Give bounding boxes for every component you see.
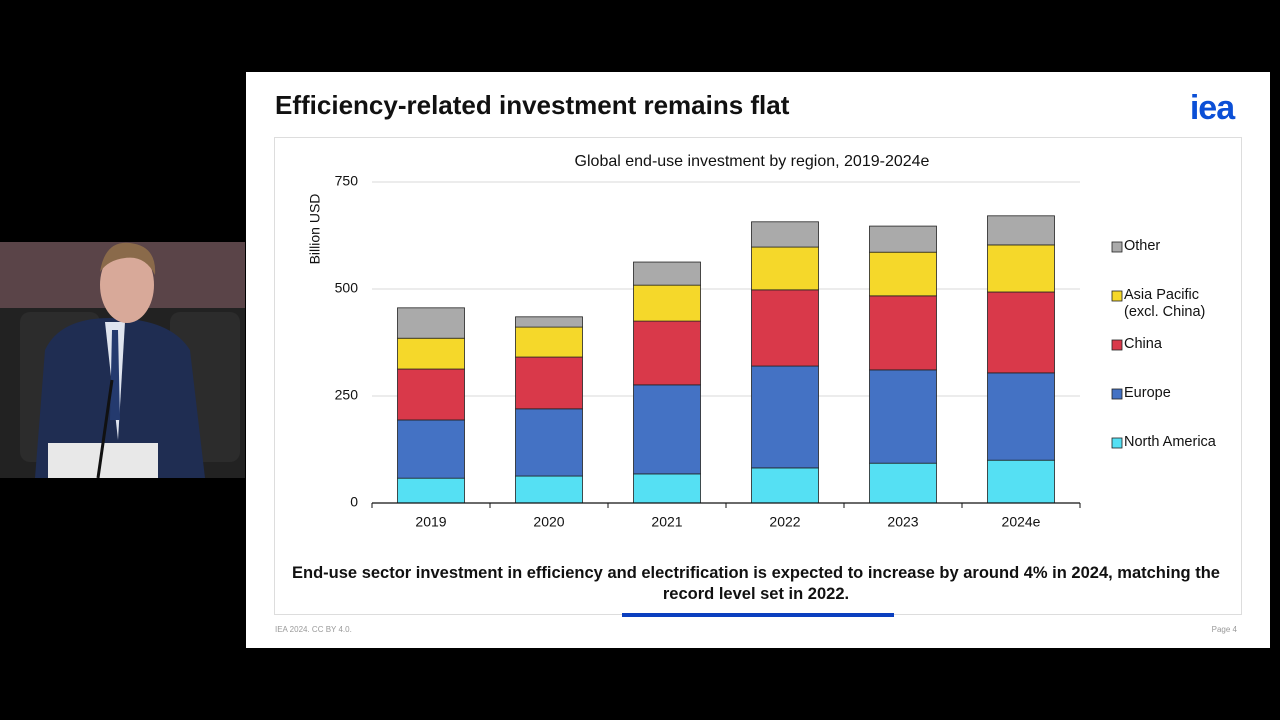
bar-segment — [515, 475, 583, 504]
legend-swatch — [1111, 437, 1123, 449]
bar-segment — [987, 291, 1055, 374]
legend-swatch — [1111, 290, 1123, 302]
bar-segment — [751, 467, 819, 504]
bar-segment — [751, 246, 819, 291]
x-tick-label: 2022 — [769, 514, 800, 530]
bar-segment — [751, 365, 819, 469]
y-tick-label: 250 — [335, 387, 359, 403]
footer-left: IEA 2024. CC BY 4.0. — [275, 625, 352, 634]
bar-segment — [869, 369, 937, 464]
legend-label: China — [1124, 336, 1162, 352]
y-tick-label: 750 — [335, 173, 359, 189]
tie — [110, 330, 120, 420]
accent-bar — [622, 613, 894, 617]
hair — [100, 242, 156, 275]
bar-segment — [397, 477, 465, 504]
x-tick-label: 2023 — [887, 514, 918, 530]
bar-segment — [869, 251, 937, 297]
bar-segment — [397, 337, 465, 370]
bar-segment — [987, 244, 1055, 293]
bar-segment — [515, 356, 583, 410]
legend-label: Other — [1124, 238, 1161, 254]
head — [100, 247, 154, 323]
legend-swatch — [1111, 339, 1123, 351]
bar-segment — [633, 320, 701, 386]
legend-swatch — [1111, 388, 1123, 400]
bar-segment — [633, 284, 701, 322]
legend-label: Asia Pacific (excl. China) — [1124, 287, 1206, 320]
bar-segment — [869, 295, 937, 371]
bar-segment — [397, 307, 465, 339]
bar-segment — [869, 462, 937, 504]
bar-segment — [633, 473, 701, 504]
microphone — [96, 379, 114, 479]
bar-segment — [515, 408, 583, 477]
bar-segment — [751, 221, 819, 248]
bar-segment — [515, 326, 583, 358]
x-tick-label: 2019 — [415, 514, 446, 530]
bar-segment — [397, 368, 465, 421]
bar-segment — [515, 316, 583, 328]
caption: End-use sector investment in efficiency … — [292, 564, 1220, 603]
bar-segment — [397, 419, 465, 479]
y-tick-label: 500 — [335, 280, 359, 296]
logo: iea — [1190, 89, 1236, 127]
bar-segment — [633, 384, 701, 475]
x-tick-label: 2020 — [533, 514, 564, 530]
slide-title: Efficiency-related investment remains fl… — [275, 90, 790, 120]
chart-title: Global end-use investment by region, 201… — [575, 153, 930, 170]
footer-right: Page 4 — [1212, 625, 1238, 634]
webcam — [0, 242, 245, 479]
x-tick-label: 2024e — [1002, 514, 1041, 530]
bar-segment — [633, 261, 701, 286]
bar-segment — [987, 372, 1055, 461]
legend-label: North America — [1124, 434, 1216, 450]
legend-label: Europe — [1124, 385, 1171, 401]
bar-segment — [751, 289, 819, 367]
legend-swatch — [1111, 241, 1123, 253]
bar-segment — [987, 459, 1055, 504]
y-axis-label: Billion USD — [307, 194, 323, 265]
bar-segment — [987, 215, 1055, 246]
bar-segment — [869, 225, 937, 253]
y-tick-label: 0 — [350, 494, 358, 510]
x-tick-label: 2021 — [651, 514, 682, 530]
